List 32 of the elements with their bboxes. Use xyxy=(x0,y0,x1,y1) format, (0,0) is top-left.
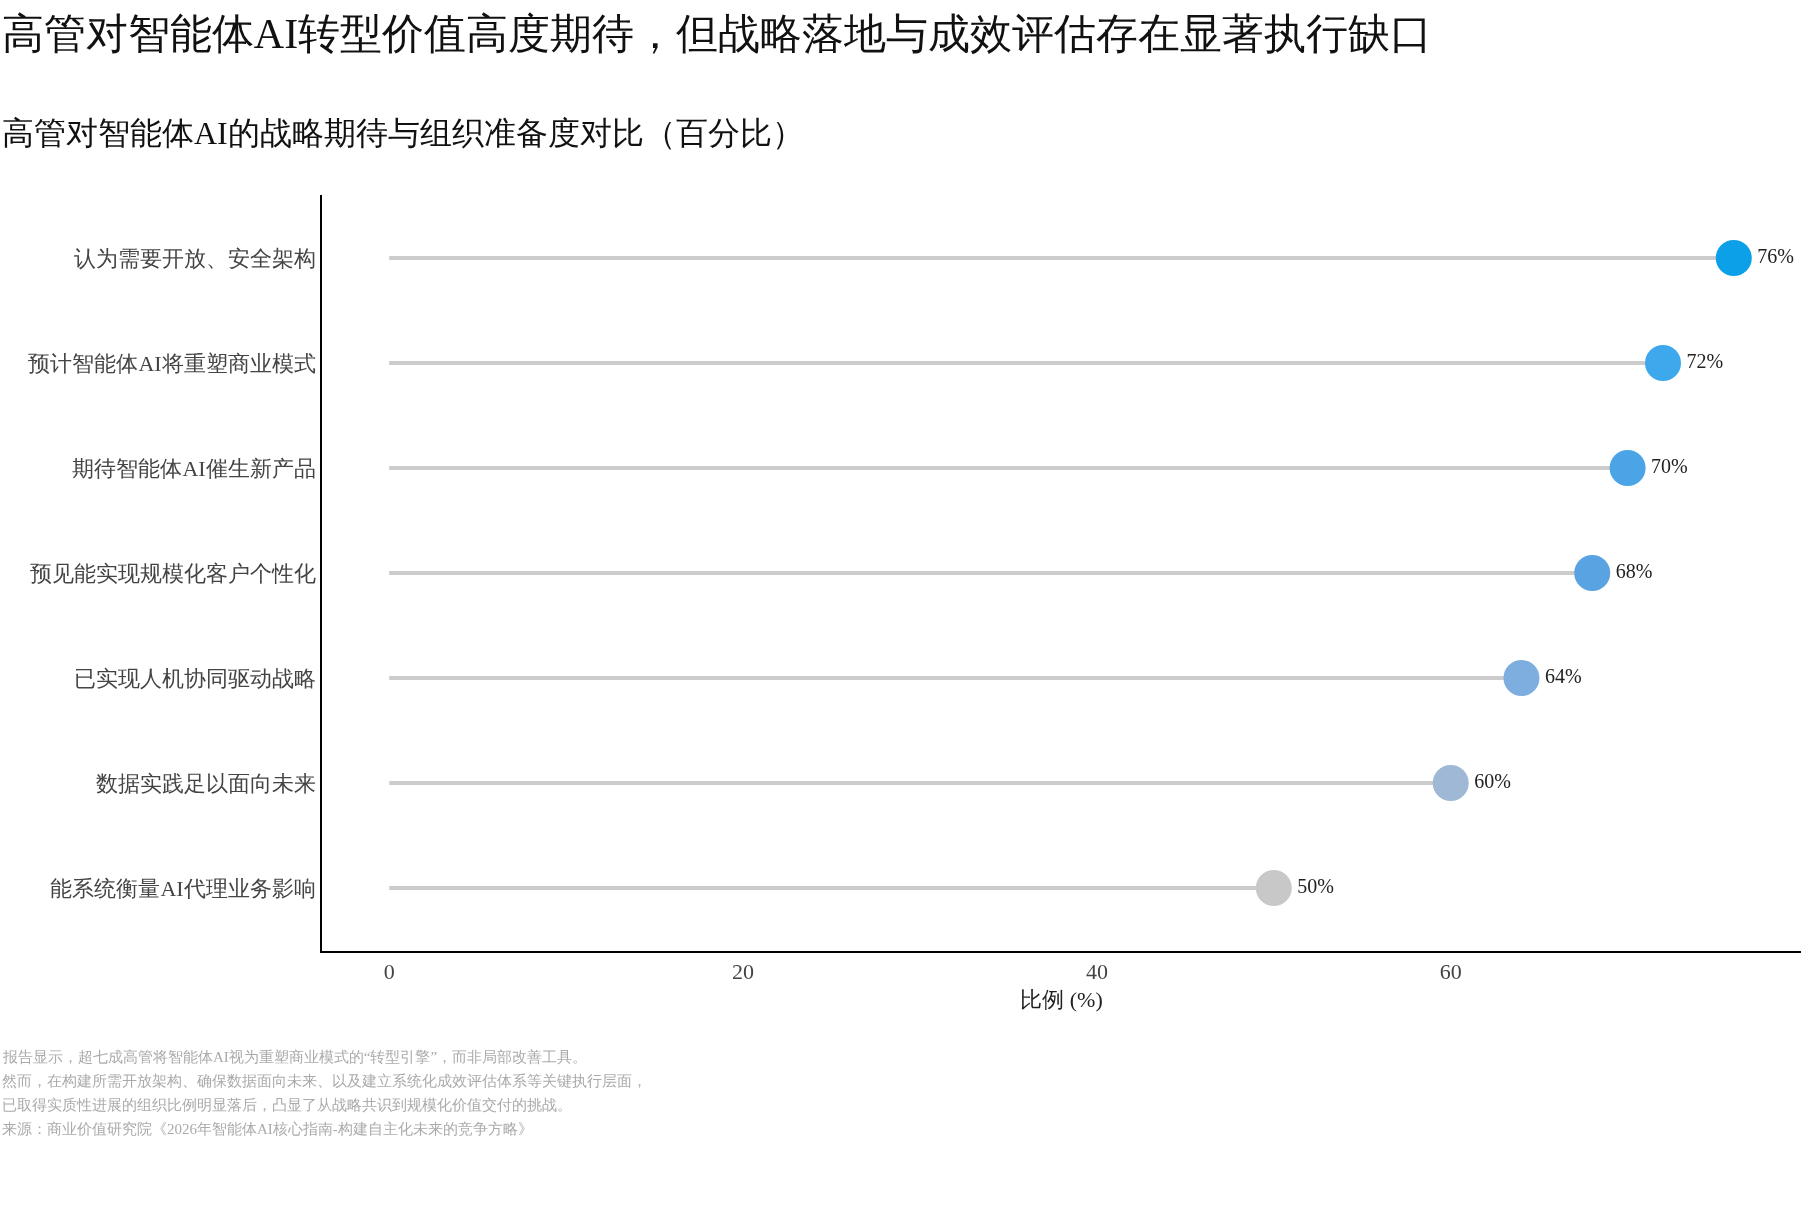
x-tick-label: 60 xyxy=(1439,959,1462,985)
point xyxy=(1432,765,1469,801)
data-label: 68% xyxy=(1615,560,1653,582)
text: 已取得实质性进展的组织比例明显落后，凸显了从战略共识到规模化价值交付的挑战。 xyxy=(2,1097,572,1113)
data-label: 72% xyxy=(1686,350,1724,372)
x-axis-title: 比例 (%) xyxy=(1020,986,1103,1012)
point xyxy=(1574,555,1611,591)
x-tick-label: 0 xyxy=(383,959,395,985)
point xyxy=(1255,870,1292,906)
point xyxy=(1715,240,1752,276)
point xyxy=(1609,450,1646,486)
data-label: 64% xyxy=(1544,665,1582,687)
x-tick-label: 40 xyxy=(1085,959,1108,985)
y-tick-label: 认为需要开放、安全架构 xyxy=(73,245,316,271)
data-label: 76% xyxy=(1757,245,1794,267)
data-label: 60% xyxy=(1474,770,1511,792)
text: 然而，在构建所需开放架构、确保数据面向未来、以及建立系统化成效评估体系等关键执行层面， xyxy=(2,1073,647,1089)
y-tick-label: 能系统衡量AI代理业务影响 xyxy=(50,875,316,901)
data-label: 70% xyxy=(1651,455,1688,477)
text: 报告显示，超七成高管将智能体AI视为重塑商业模式的“转型引擎”，而非局部改善工具。 xyxy=(2,1049,588,1065)
source-note: 来源：商业价值研究院《2026年智能体AI核心指南-构建自主化未来的竞争方略》 xyxy=(2,1121,533,1137)
x-tick-label: 20 xyxy=(732,959,755,985)
point xyxy=(1645,345,1682,381)
chart-title: 高管对智能体AI转型价值高度期待，但战略落地与成效评估存在显著执行缺口 xyxy=(1,10,1433,57)
y-tick-label: 数据实践足以面向未来 xyxy=(95,770,316,796)
y-tick-label: 期待智能体AI催生新产品 xyxy=(72,455,316,481)
y-tick-label: 已实现人机协同驱动战略 xyxy=(73,665,316,691)
chart-subtitle: 高管对智能体AI的战略期待与组织准备度对比（百分比） xyxy=(2,115,804,151)
point xyxy=(1503,660,1540,696)
y-tick-label: 预计智能体AI将重塑商业模式 xyxy=(28,350,316,376)
data-label: 50% xyxy=(1297,875,1334,897)
y-tick-label: 预见能实现规模化客户个性化 xyxy=(29,560,316,586)
